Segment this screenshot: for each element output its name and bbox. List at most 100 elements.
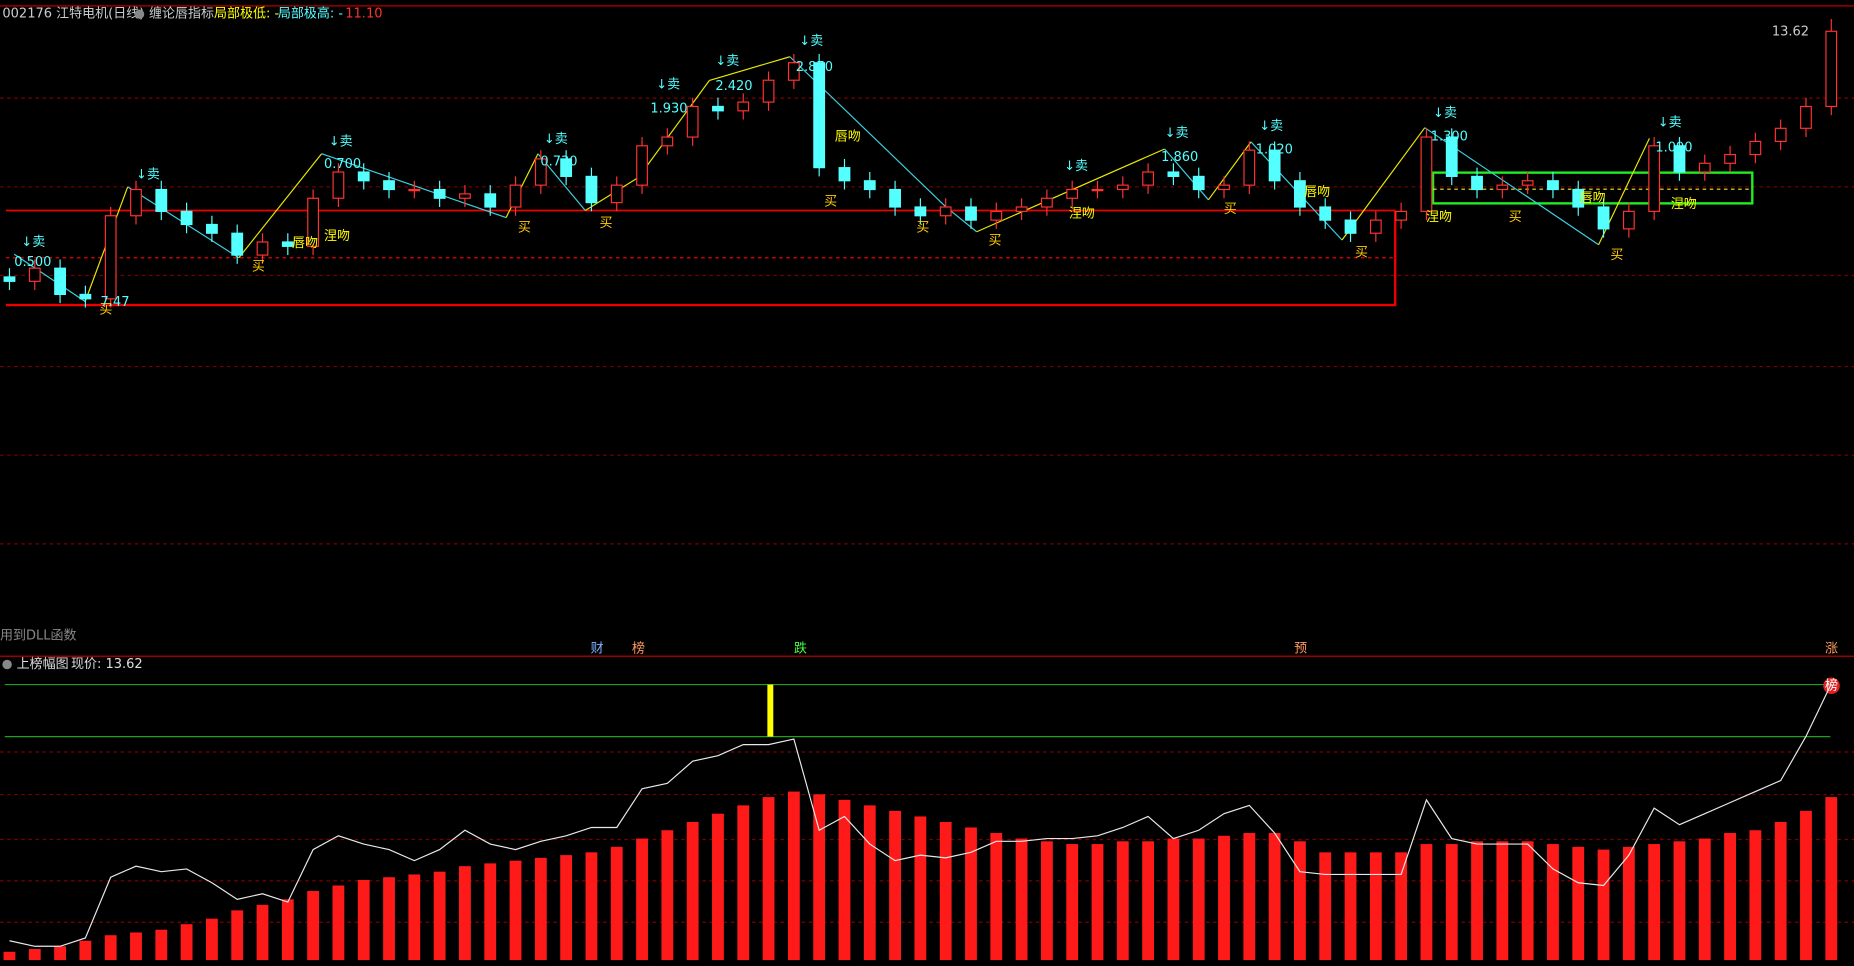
sell-label: ↓卖 bbox=[544, 132, 568, 147]
candle-body bbox=[180, 210, 193, 226]
candle-body bbox=[332, 171, 345, 199]
buy-label: 买 bbox=[1509, 210, 1522, 225]
candle-body bbox=[54, 267, 66, 296]
chart-title: 002176 江特电机(日线) bbox=[2, 7, 144, 22]
icon bbox=[134, 9, 145, 19]
marker: 榜 bbox=[632, 641, 645, 657]
bar bbox=[863, 805, 876, 961]
bar bbox=[1547, 844, 1559, 961]
bar bbox=[1496, 841, 1509, 961]
candle-body bbox=[1066, 188, 1079, 199]
candle-body bbox=[534, 158, 547, 186]
bar bbox=[610, 846, 623, 961]
bar bbox=[636, 838, 648, 961]
bar bbox=[231, 910, 244, 961]
bar bbox=[787, 791, 800, 961]
bar bbox=[484, 863, 497, 961]
candle-body bbox=[1395, 210, 1408, 221]
candle-body bbox=[1496, 184, 1509, 191]
bar bbox=[1800, 810, 1812, 961]
buy-label: 买 bbox=[1355, 246, 1368, 261]
candle-body bbox=[1698, 162, 1711, 173]
candle-body bbox=[1825, 30, 1838, 108]
candle-body bbox=[130, 188, 142, 217]
marker: 财 bbox=[591, 642, 604, 657]
sell-label: ↓卖 bbox=[1658, 115, 1682, 130]
bar bbox=[1142, 841, 1155, 961]
candle-body bbox=[1192, 175, 1205, 191]
candle-body bbox=[281, 241, 294, 247]
bar bbox=[1268, 833, 1281, 961]
pattern-label: 唇吻 bbox=[1304, 185, 1330, 200]
candle-body bbox=[408, 188, 421, 192]
bar bbox=[762, 797, 775, 961]
candle-body bbox=[1547, 180, 1559, 191]
bar bbox=[383, 877, 395, 961]
signal-bar bbox=[767, 684, 774, 737]
legend-low: 局部极低: - bbox=[214, 7, 280, 22]
candle-body bbox=[560, 158, 573, 177]
price-label: 7.47 bbox=[101, 295, 130, 310]
candle-body bbox=[1369, 219, 1382, 234]
buy-label: 买 bbox=[599, 216, 612, 231]
zigzag bbox=[1164, 148, 1209, 201]
zigzag bbox=[13, 253, 86, 302]
pattern-label: 涅吻 bbox=[1426, 210, 1452, 225]
bar bbox=[281, 899, 294, 961]
candle-body bbox=[1218, 184, 1230, 191]
candle-body bbox=[610, 184, 623, 204]
candle-body bbox=[1243, 149, 1256, 186]
candle-body bbox=[965, 206, 977, 221]
bar bbox=[661, 830, 674, 961]
bar bbox=[1369, 852, 1382, 961]
price-label: 0.730 bbox=[540, 154, 577, 169]
bar bbox=[1597, 849, 1610, 961]
price-label: 2.420 bbox=[715, 79, 752, 94]
candle-body bbox=[838, 167, 851, 182]
bar bbox=[357, 879, 370, 961]
price-label: 0.700 bbox=[324, 157, 361, 172]
candle-body bbox=[104, 215, 117, 300]
bar bbox=[1015, 838, 1028, 961]
pattern-label: 唇吻 bbox=[292, 236, 318, 251]
bar bbox=[737, 805, 750, 961]
bar bbox=[1774, 821, 1787, 961]
pattern-label: 涅吻 bbox=[1069, 207, 1095, 222]
candle-body bbox=[661, 136, 674, 147]
bar bbox=[28, 949, 41, 961]
sell-label: ↓卖 bbox=[1165, 126, 1189, 141]
sell-label: ↓卖 bbox=[136, 167, 160, 182]
buy-label: 买 bbox=[824, 195, 837, 210]
indicator-name: 缠论唇指标 bbox=[149, 6, 214, 22]
bar bbox=[813, 794, 826, 961]
candle-body bbox=[1471, 175, 1483, 191]
sell-label: ↓卖 bbox=[1433, 106, 1457, 121]
bar bbox=[1445, 844, 1458, 961]
bar bbox=[965, 827, 977, 961]
candle-body bbox=[636, 145, 648, 186]
price-label: 1.930 bbox=[650, 101, 687, 116]
candle-body bbox=[889, 188, 901, 208]
buy-label: 买 bbox=[916, 221, 929, 236]
marker: 榜 bbox=[1825, 677, 1838, 693]
bar bbox=[1572, 846, 1585, 961]
price-label: 2.870 bbox=[796, 60, 833, 75]
bar bbox=[686, 821, 699, 961]
bar bbox=[1319, 852, 1332, 961]
sell-label: ↓卖 bbox=[21, 235, 45, 250]
candle-body bbox=[1521, 180, 1534, 186]
bar bbox=[990, 833, 1003, 961]
pattern-label: 唇吻 bbox=[1580, 191, 1606, 206]
bar bbox=[408, 874, 421, 961]
bar bbox=[205, 918, 218, 961]
bar bbox=[1040, 841, 1053, 961]
sell-label: ↓卖 bbox=[329, 134, 353, 149]
buy-label: 买 bbox=[518, 221, 531, 236]
marker: 涨 bbox=[1825, 642, 1838, 657]
price-label: 1.090 bbox=[1655, 140, 1692, 155]
candle-body bbox=[686, 105, 699, 138]
marker: 预 bbox=[1294, 642, 1307, 657]
price-label: 1.860 bbox=[1161, 150, 1198, 165]
legend-high: 局部极高: - bbox=[278, 6, 344, 22]
candle-body bbox=[1116, 184, 1129, 191]
